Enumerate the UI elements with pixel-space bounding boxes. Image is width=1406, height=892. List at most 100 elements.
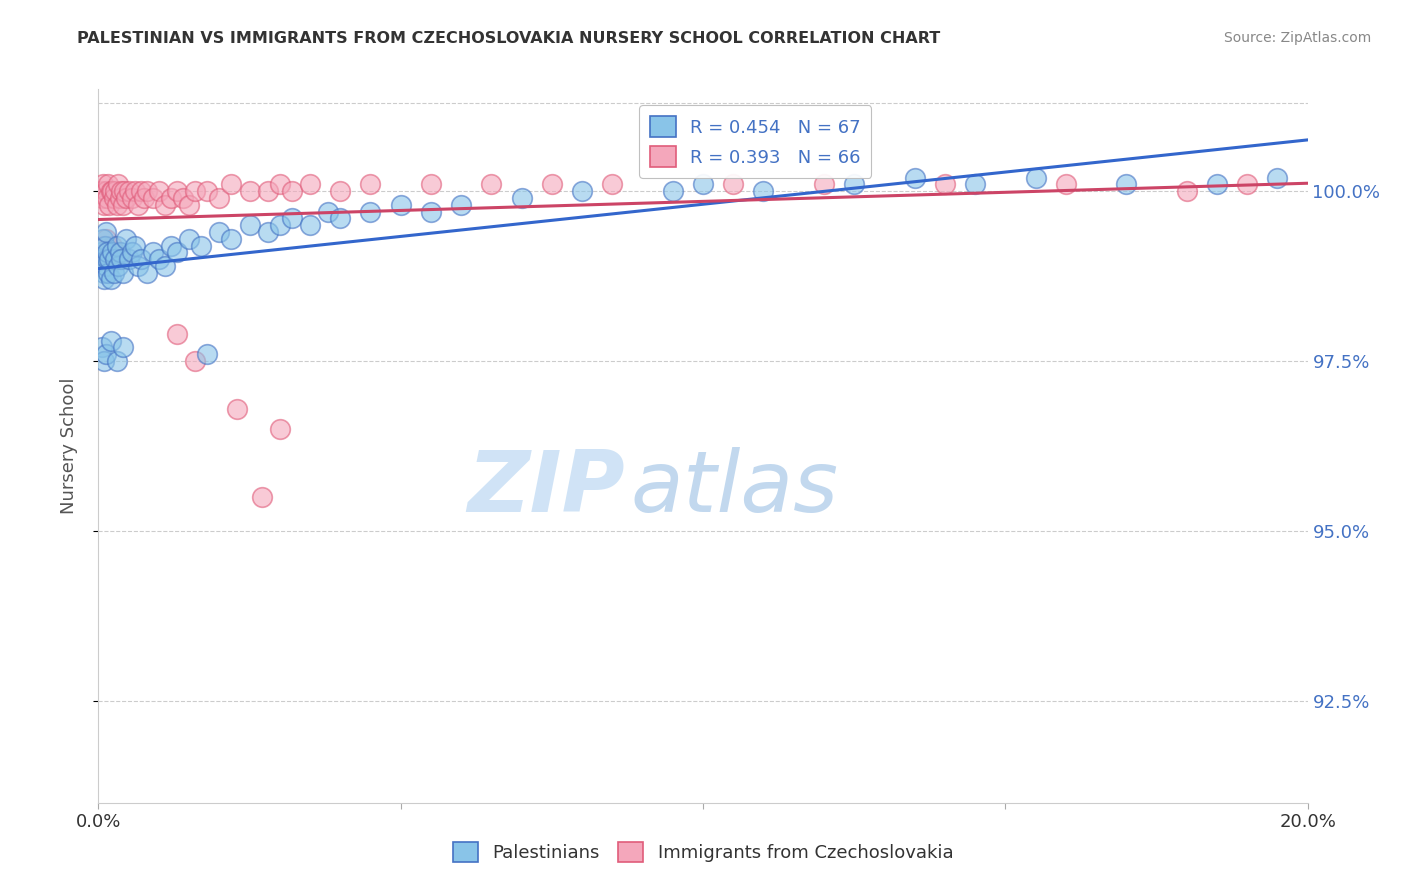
Point (100, 334, 122, 348)
Point (127, 259, 149, 273)
Point (96, 347, 118, 361)
Point (142, 191, 165, 205)
Point (965, 178, 987, 192)
Point (389, 198, 412, 212)
Point (97, 178, 120, 192)
Point (132, 191, 155, 205)
Point (1054, 178, 1077, 192)
Point (226, 401, 249, 416)
Point (94, 238, 117, 252)
Point (96, 225, 118, 239)
Point (97, 252, 120, 266)
Point (96, 232, 118, 246)
Point (96, 252, 118, 266)
Point (153, 259, 176, 273)
Point (98, 252, 121, 266)
Text: Source: ZipAtlas.com: Source: ZipAtlas.com (1223, 31, 1371, 45)
Point (602, 178, 624, 192)
Point (121, 245, 143, 260)
Point (127, 198, 149, 212)
Point (166, 326, 188, 341)
Point (813, 178, 835, 192)
Point (250, 490, 273, 504)
Point (142, 245, 165, 260)
Point (184, 354, 207, 368)
Point (329, 184, 352, 198)
Point (107, 178, 129, 192)
Point (221, 178, 243, 192)
Point (166, 184, 188, 198)
Point (661, 184, 683, 198)
Point (100, 238, 122, 252)
Point (1236, 178, 1258, 192)
Point (481, 178, 503, 192)
Y-axis label: Nursery School: Nursery School (59, 377, 77, 515)
Point (329, 211, 352, 226)
Point (450, 198, 472, 212)
Point (208, 225, 231, 239)
Point (135, 266, 157, 280)
Point (692, 178, 714, 192)
Point (91, 238, 114, 252)
Point (111, 266, 134, 280)
Point (104, 184, 127, 198)
Point (179, 232, 201, 246)
Point (105, 238, 128, 252)
Point (105, 198, 128, 212)
Point (93, 354, 115, 368)
Point (93, 245, 115, 260)
Point (148, 184, 170, 198)
Legend: R = 0.454   N = 67, R = 0.393   N = 66: R = 0.454 N = 67, R = 0.393 N = 66 (640, 105, 872, 178)
Point (195, 347, 218, 361)
Point (172, 191, 194, 205)
Point (121, 191, 143, 205)
Point (1175, 184, 1198, 198)
Point (91, 341, 114, 355)
Point (1267, 170, 1289, 185)
Point (91, 191, 114, 205)
Point (93, 266, 115, 280)
Point (97, 266, 120, 280)
Point (1024, 170, 1046, 185)
Point (256, 225, 278, 239)
Point (90, 245, 112, 260)
Point (148, 252, 170, 266)
Point (281, 184, 304, 198)
Point (105, 354, 128, 368)
Point (110, 252, 132, 266)
Point (420, 204, 443, 219)
Point (1206, 178, 1229, 192)
Point (153, 198, 176, 212)
Point (540, 178, 562, 192)
Point (104, 252, 127, 266)
Point (100, 184, 122, 198)
Point (118, 252, 141, 266)
Point (93, 198, 115, 212)
Point (723, 178, 745, 192)
Point (103, 191, 125, 205)
Point (114, 191, 136, 205)
Point (96, 245, 118, 260)
Point (934, 178, 956, 192)
Point (269, 218, 291, 232)
Point (844, 178, 866, 192)
Point (100, 184, 122, 198)
Point (239, 218, 262, 232)
Point (256, 184, 278, 198)
Point (96, 191, 118, 205)
Point (91, 232, 114, 246)
Point (91, 252, 114, 266)
Point (316, 204, 339, 219)
Point (166, 245, 188, 260)
Point (93, 272, 115, 286)
Point (239, 184, 262, 198)
Point (904, 170, 927, 185)
Text: ZIP: ZIP (467, 447, 624, 531)
Point (208, 191, 231, 205)
Point (111, 341, 134, 355)
Point (90, 184, 112, 198)
Point (94, 184, 117, 198)
Point (124, 184, 146, 198)
Point (124, 238, 146, 252)
Point (571, 184, 593, 198)
